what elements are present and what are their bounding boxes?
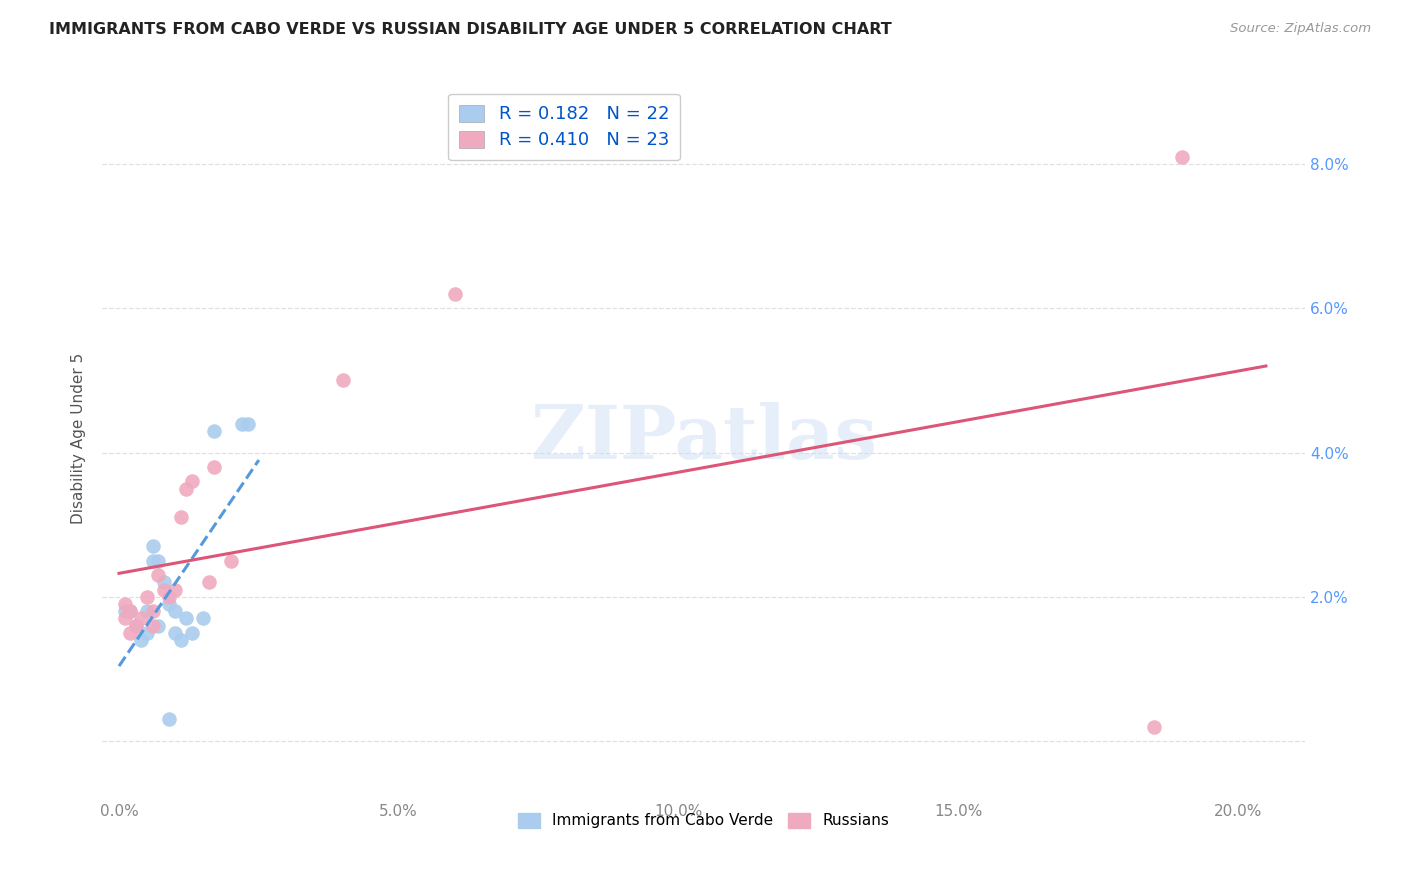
Point xyxy=(114,604,136,618)
Point xyxy=(114,597,136,611)
Point xyxy=(169,510,191,524)
Point xyxy=(146,554,169,568)
Point xyxy=(131,611,153,625)
Point xyxy=(231,417,253,431)
Point xyxy=(1143,720,1166,734)
Point xyxy=(157,713,180,727)
Point xyxy=(202,460,225,475)
Point xyxy=(142,604,165,618)
Text: Source: ZipAtlas.com: Source: ZipAtlas.com xyxy=(1230,22,1371,36)
Point xyxy=(1171,150,1194,164)
Point xyxy=(443,286,465,301)
Point xyxy=(191,611,214,625)
Point xyxy=(136,626,159,640)
Point xyxy=(174,611,197,625)
Point xyxy=(136,590,159,604)
Point xyxy=(174,482,197,496)
Point xyxy=(197,575,219,590)
Text: IMMIGRANTS FROM CABO VERDE VS RUSSIAN DISABILITY AGE UNDER 5 CORRELATION CHART: IMMIGRANTS FROM CABO VERDE VS RUSSIAN DI… xyxy=(49,22,891,37)
Point xyxy=(120,604,142,618)
Legend: Immigrants from Cabo Verde, Russians: Immigrants from Cabo Verde, Russians xyxy=(512,806,896,835)
Point xyxy=(146,568,169,582)
Point xyxy=(120,604,142,618)
Point xyxy=(236,417,259,431)
Point xyxy=(142,618,165,632)
Point xyxy=(163,604,186,618)
Point xyxy=(219,554,242,568)
Point xyxy=(163,582,186,597)
Point xyxy=(114,611,136,625)
Point xyxy=(163,626,186,640)
Y-axis label: Disability Age Under 5: Disability Age Under 5 xyxy=(72,352,86,524)
Point xyxy=(125,618,148,632)
Point xyxy=(131,633,153,648)
Point xyxy=(180,475,202,489)
Point xyxy=(152,575,174,590)
Point xyxy=(332,373,354,387)
Point xyxy=(142,554,165,568)
Point xyxy=(169,633,191,648)
Point xyxy=(142,539,165,553)
Point xyxy=(157,590,180,604)
Point xyxy=(157,597,180,611)
Point xyxy=(146,618,169,632)
Point xyxy=(120,626,142,640)
Text: ZIPatlas: ZIPatlas xyxy=(530,401,877,475)
Point xyxy=(136,604,159,618)
Point xyxy=(202,424,225,438)
Point xyxy=(125,618,148,632)
Point xyxy=(152,582,174,597)
Point xyxy=(180,626,202,640)
